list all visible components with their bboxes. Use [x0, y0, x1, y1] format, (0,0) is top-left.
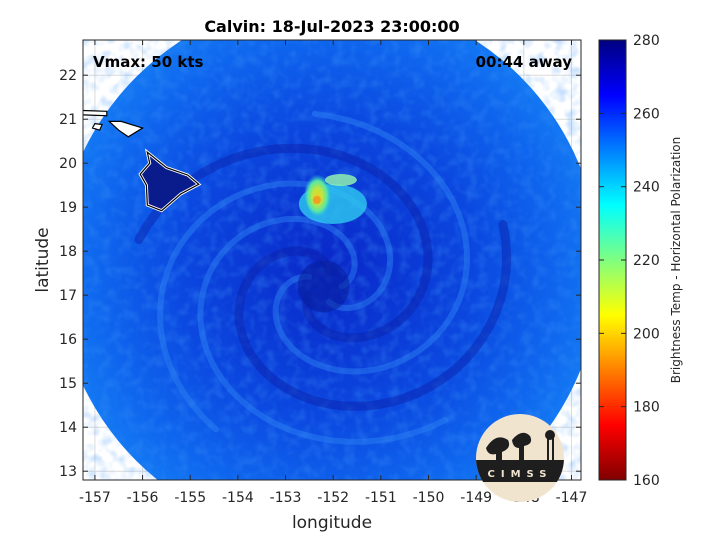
- molokai-outline: [83, 109, 108, 117]
- y-tick-label: 22: [59, 68, 77, 84]
- logo-text: CIMSS: [488, 469, 553, 480]
- cimss-logo: CIMSS: [476, 414, 564, 502]
- colorbar-label: Brightness Temp - Horizontal Polarizatio…: [669, 137, 683, 384]
- axes-frame: [82, 39, 582, 481]
- y-tick-label: 14: [59, 420, 77, 436]
- chart-title: Calvin: 18-Jul-2023 23:00:00: [204, 17, 459, 36]
- vmax-annotation: Vmax: 50 kts: [93, 53, 203, 71]
- rain-band: [134, 143, 433, 343]
- warm-core-patch: [304, 172, 333, 216]
- colorbar-tick-label: 240: [633, 180, 660, 196]
- x-tick-label: -152: [317, 490, 349, 506]
- time-away-annotation: 00:44 away: [476, 53, 573, 71]
- colorbar-tick-label: 200: [633, 326, 660, 342]
- rain-band: [234, 219, 512, 411]
- warm-core: [298, 172, 367, 224]
- y-tick-label: 17: [59, 288, 77, 304]
- warm-core-peak: [312, 196, 321, 204]
- y-tick-label: 21: [59, 112, 77, 128]
- rain-band: [197, 215, 449, 445]
- y-tick-label: 19: [59, 200, 77, 216]
- y-ticks: 13 14 15 16 17 18 19 20 21 22: [59, 68, 581, 480]
- colorbar-tick-label: 160: [633, 473, 660, 489]
- x-tick-label: -155: [174, 490, 206, 506]
- x-tick-label: -157: [79, 490, 111, 506]
- y-tick-label: 20: [59, 156, 77, 172]
- big-island-coast: [139, 150, 200, 212]
- y-tick-label: 15: [59, 376, 77, 392]
- x-tick-label: -149: [460, 490, 492, 506]
- x-tick-label: -154: [222, 490, 254, 506]
- x-tick-label: -147: [556, 490, 588, 506]
- x-tick-label: -151: [365, 490, 397, 506]
- colorbar-tick-label: 180: [633, 400, 660, 416]
- x-tick-label: -153: [270, 490, 302, 506]
- warm-core-arm: [324, 174, 357, 186]
- colorbar-ticks: 160 180 200 220 240 260 280: [599, 33, 660, 489]
- y-tick-label: 16: [59, 332, 77, 348]
- plot-area: [83, 40, 581, 480]
- storm-eye-region: [297, 260, 350, 313]
- x-tick-label: -156: [127, 490, 159, 506]
- x-axis-label: longitude: [292, 513, 372, 533]
- rain-band: [272, 110, 471, 375]
- rain-bands: [134, 110, 512, 445]
- island-coastlines: [83, 109, 202, 213]
- y-axis-label: latitude: [33, 227, 53, 292]
- y-tick-label: 18: [59, 244, 77, 260]
- colorbar-tick-label: 260: [633, 106, 660, 122]
- maui-outline: [107, 120, 145, 138]
- colorbar-tick-label: 220: [633, 253, 660, 269]
- swath-texture: [83, 40, 581, 480]
- y-tick-label: 13: [59, 464, 77, 480]
- x-tick-label: -150: [413, 490, 445, 506]
- lanai-outline: [91, 122, 103, 131]
- colorbar-tick-label: 280: [633, 33, 660, 49]
